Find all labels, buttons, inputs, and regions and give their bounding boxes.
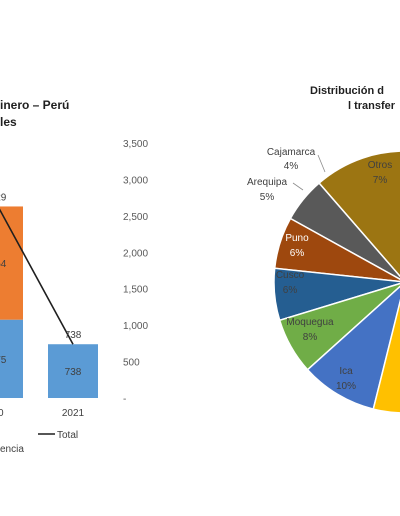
pie-slice-name-label: Cajamarca [267,147,316,158]
pie-slice-name-label: Ica [339,366,353,377]
pie-slice-value-label: 4% [284,161,299,172]
pie-slice-name-label: Puno [285,233,309,244]
pie-slice [372,298,400,414]
bar-value-label: 738 [65,367,82,378]
total-line [0,208,74,345]
pie-slice-name-label: Arequipa [247,177,287,188]
pie-slice-name-label: Otros [368,160,392,171]
left-bar-chart: 3,500 3,000 2,500 2,000 1,500 1,000 500 - 075 554… [0,139,148,455]
pie-slice-value-label: 6% [283,285,298,296]
pie-slice-value-label: 8% [303,332,318,343]
pie-slice-name-label: Cusco [276,270,305,281]
pie-slice [318,150,400,278]
total-value-label: 629 [0,192,7,203]
right-chart-title-line2: l transfer [348,100,396,112]
legend-total-label: Total [57,430,78,441]
pie-slice-value-label: 7% [373,175,388,186]
bar-segment-bottom [0,319,23,398]
bar-segment-top [0,206,23,320]
pie-slice-value-label: 6% [290,248,305,259]
bar-value-label: 075 [0,355,7,366]
y-tick-label: 1,500 [123,285,148,296]
pie-slice-value-label: 5% [260,192,275,203]
pie-slice-value-label: 10% [336,381,356,392]
right-chart-title-line1: Distribución d [310,85,384,97]
y-tick-label: 3,000 [123,175,148,186]
pie-slice-name-label: Moquegua [286,317,334,328]
y-tick-label: 500 [123,358,140,369]
legend-item-label: encia [0,444,24,455]
y-tick-label: 3,500 [123,139,148,150]
pie-leader-line [317,154,326,173]
y-tick-label: 2,500 [123,212,148,223]
y-tick-label: - [123,394,126,405]
y-tick-label: 2,000 [123,248,148,259]
total-value-label: 738 [65,330,82,341]
y-tick-label: 1,000 [123,321,148,332]
pie-slice [306,285,400,411]
bar-value-label: 554 [0,259,7,270]
left-chart-title-line1: inero – Perú [0,98,70,112]
x-tick-label: 20 [0,408,4,419]
left-chart-title-line2: les [0,115,17,129]
bar-segment-bottom [48,344,98,398]
pie-leader-line [292,182,304,191]
left-chart-title: inero – Perú les [0,97,120,131]
right-pie-chart: Otros 7% Puno 6% Cusco 6% Moquegua 8% Ica 10% Caja… [247,147,400,414]
x-tick-label: 2021 [62,408,85,419]
